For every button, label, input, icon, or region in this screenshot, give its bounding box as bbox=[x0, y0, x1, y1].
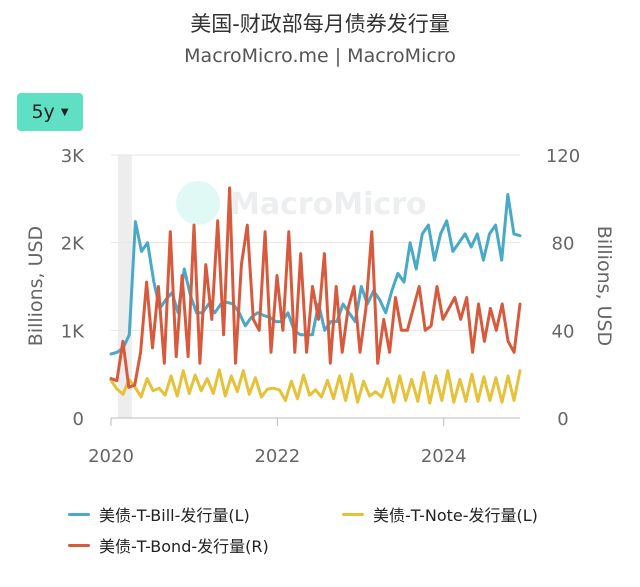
right-axis-tick-label: 80 bbox=[552, 234, 575, 255]
x-axis-tick-label: 2020 bbox=[88, 446, 134, 467]
chart-title: 美国-财政部每月债券发行量 bbox=[190, 12, 450, 36]
x-axis-tick-label: 2024 bbox=[421, 446, 467, 467]
legend-swatch-tbill bbox=[68, 512, 90, 516]
left-axis-tick-label: 1K bbox=[61, 321, 85, 342]
legend-swatch-tbond bbox=[68, 543, 90, 547]
right-axis-tick-label: 120 bbox=[546, 146, 580, 167]
range-selector-label: 5y bbox=[31, 101, 55, 123]
right-axis-tick-label: 0 bbox=[557, 409, 568, 430]
left-axis-tick-label: 3K bbox=[61, 146, 85, 167]
range-selector-button[interactable]: 5y ▼ bbox=[17, 93, 83, 131]
legend-item-tbill[interactable]: 美债-T-Bill-发行量(L) bbox=[68, 502, 250, 526]
watermark: MacroMicro bbox=[176, 181, 427, 225]
chart-subtitle: MacroMicro.me | MacroMicro bbox=[184, 45, 456, 67]
legend-label-tbill: 美债-T-Bill-发行量(L) bbox=[99, 506, 250, 525]
legend-item-tnote[interactable]: 美债-T-Note-发行量(L) bbox=[342, 502, 538, 526]
watermark-text: MacroMicro bbox=[230, 187, 427, 222]
legend-label-tnote: 美债-T-Note-发行量(L) bbox=[373, 506, 538, 525]
right-axis-tick-label: 40 bbox=[552, 321, 575, 342]
chevron-down-icon: ▼ bbox=[60, 106, 69, 118]
series-line-tnote bbox=[109, 368, 522, 405]
legend-label-tbond: 美债-T-Bond-发行量(R) bbox=[99, 537, 269, 556]
legend-swatch-tnote bbox=[342, 512, 364, 516]
legend-item-tbond[interactable]: 美债-T-Bond-发行量(R) bbox=[68, 533, 269, 557]
left-axis-tick-label: 2K bbox=[61, 234, 85, 255]
left-axis-tick-label: 0 bbox=[73, 409, 84, 430]
series-line-tbond bbox=[109, 186, 522, 389]
x-axis-tick-label: 2022 bbox=[254, 446, 300, 467]
watermark-logo-icon bbox=[176, 181, 220, 225]
right-axis-title: Billions, USD bbox=[593, 226, 615, 346]
left-axis-title: Billions, USD bbox=[25, 226, 47, 346]
